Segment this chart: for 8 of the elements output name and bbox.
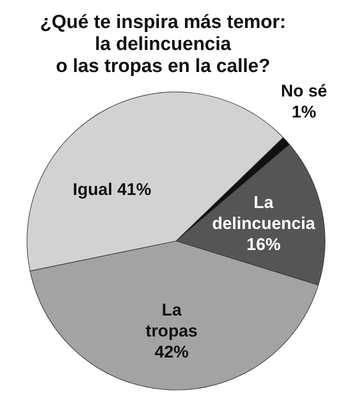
slice-label: La tropas: [146, 300, 198, 340]
data-label: 42%: [154, 342, 189, 362]
slice-label: La delincuencia: [212, 193, 316, 234]
slice-label: No sé: [280, 82, 328, 100]
slice-label: Igual 41%: [72, 180, 152, 199]
chart-title: ¿Qué te inspira más temor: la delincuencia o las tropas en la calle?: [40, 12, 286, 77]
data-label: 16%: [246, 235, 281, 254]
data-label: 1%: [292, 102, 316, 122]
